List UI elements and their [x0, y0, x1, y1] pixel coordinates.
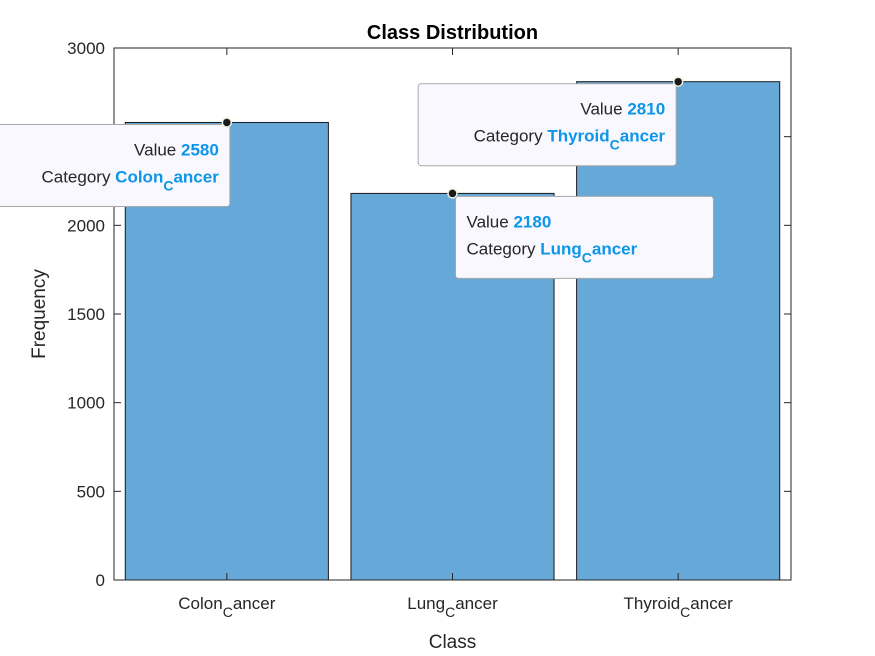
- y-tick-label: 1500: [67, 305, 105, 324]
- datatip-colon: Value 2580 Category ColonCancer: [0, 117, 233, 207]
- datatip-thyroid: Value 2810 Category ThyroidCancer: [417, 76, 684, 167]
- datatip-category-text: Category LungCancer: [467, 239, 638, 265]
- datatip-category-text: Category ThyroidCancer: [474, 127, 666, 153]
- axes: [113, 47, 792, 581]
- bars: [124, 81, 781, 581]
- datatip-value-text: Value 2580: [134, 140, 219, 159]
- y-tick-label: 2000: [67, 216, 105, 235]
- datatip-lung: Value 2180 Category LungCancer: [447, 188, 714, 279]
- y-tick-label: 3000: [67, 39, 105, 58]
- y-tick-labels: 050010001500200025003000: [67, 39, 105, 590]
- datatip-category-text: Category ColonCancer: [41, 167, 219, 193]
- datatip-box: [455, 195, 714, 279]
- y-axis-label: Frequency: [29, 269, 50, 359]
- x-tick-label: LungCancer: [407, 594, 498, 620]
- x-axis-label: Class: [429, 632, 477, 653]
- datatip-marker: [447, 188, 458, 199]
- chart-title: Class Distribution: [367, 22, 538, 44]
- datatips: Value 2580 Category ColonCancer Value 2180…: [0, 76, 714, 279]
- datatip-value-text: Value 2180: [467, 212, 552, 231]
- x-tick-label: ColonCancer: [178, 594, 275, 620]
- datatip-marker: [672, 76, 684, 87]
- x-tick-label: ThyroidCancer: [623, 594, 733, 620]
- datatip-box: [417, 83, 677, 167]
- x-tick-labels: ColonCancer LungCancer ThyroidCancer: [178, 594, 733, 620]
- datatip-marker: [221, 117, 233, 128]
- datatip-value-text: Value 2810: [580, 100, 665, 119]
- y-tick-label: 0: [96, 571, 105, 590]
- y-tick-label: 1000: [67, 394, 105, 413]
- y-tick-label: 500: [77, 482, 105, 501]
- datatip-box: [0, 123, 231, 207]
